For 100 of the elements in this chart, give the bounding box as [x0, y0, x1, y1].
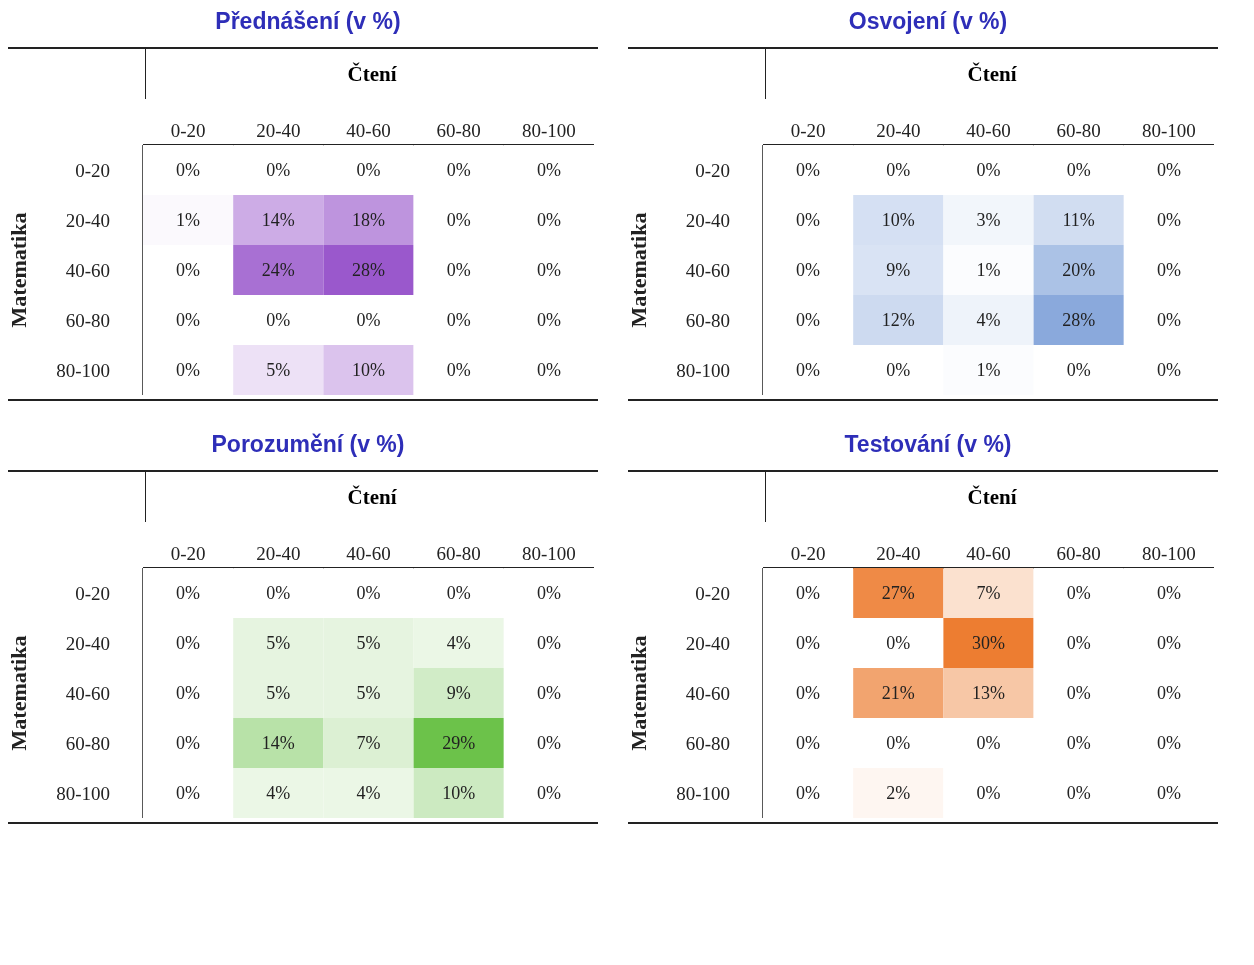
- data-label: 0%: [176, 783, 201, 803]
- data-label: 0%: [1156, 633, 1181, 653]
- data-label: 0%: [536, 633, 561, 653]
- data-label: 9%: [886, 260, 911, 280]
- x-tick-label: 40-60: [966, 543, 1011, 564]
- y-tick-label: 40-60: [685, 259, 730, 281]
- chart-title: Testování (v %): [843, 431, 1013, 458]
- data-label: 5%: [356, 683, 381, 703]
- data-label: 0%: [1066, 683, 1091, 703]
- data-label: 0%: [536, 210, 561, 230]
- data-label: 0%: [446, 210, 471, 230]
- x-tick-label: 0-20: [170, 120, 206, 141]
- y-tick-label: 60-80: [65, 309, 110, 331]
- data-label: 0%: [796, 310, 821, 330]
- data-label: 1%: [976, 360, 1001, 380]
- data-label: 0%: [176, 260, 201, 280]
- data-label: 0%: [1156, 310, 1181, 330]
- data-label: 2%: [886, 783, 911, 803]
- data-label: 0%: [446, 160, 471, 180]
- data-label: 12%: [881, 310, 915, 330]
- data-label: 0%: [1156, 583, 1181, 603]
- data-label: 0%: [1066, 733, 1091, 753]
- data-label: 0%: [1156, 160, 1181, 180]
- data-label: 14%: [261, 210, 295, 230]
- data-label: 10%: [442, 783, 476, 803]
- data-label: 0%: [176, 360, 201, 380]
- x-tick-label: 20-40: [876, 543, 921, 564]
- data-label: 0%: [266, 310, 291, 330]
- x-tick-label: 40-60: [346, 543, 391, 564]
- data-label: 0%: [796, 260, 821, 280]
- data-label: 4%: [356, 783, 381, 803]
- data-label: 0%: [536, 783, 561, 803]
- data-label: 0%: [446, 583, 471, 603]
- data-label: 29%: [442, 733, 476, 753]
- data-label: 0%: [1156, 733, 1181, 753]
- y-tick-label: 40-60: [65, 682, 110, 704]
- data-label: 13%: [972, 683, 1005, 703]
- data-label: 0%: [536, 583, 561, 603]
- data-label: 0%: [976, 733, 1001, 753]
- data-label: 28%: [1062, 310, 1096, 330]
- y-axis-title: Matematika: [5, 635, 31, 751]
- y-axis-title: Matematika: [625, 212, 651, 328]
- x-tick-label: 20-40: [876, 120, 921, 141]
- data-label: 0%: [976, 783, 1001, 803]
- data-label: 0%: [796, 733, 821, 753]
- data-label: 0%: [536, 260, 561, 280]
- chart-title: Přednášení (v %): [214, 8, 402, 35]
- data-label: 28%: [352, 260, 385, 280]
- data-label: 20%: [1062, 260, 1096, 280]
- x-tick-label: 0-20: [170, 543, 206, 564]
- data-label: 0%: [266, 583, 291, 603]
- data-label: 0%: [536, 360, 561, 380]
- data-label: 5%: [266, 633, 291, 653]
- x-axis-title: Čtení: [966, 61, 1018, 88]
- y-tick-label: 60-80: [65, 732, 110, 754]
- y-tick-label: 20-40: [685, 209, 730, 231]
- data-label: 0%: [1066, 160, 1091, 180]
- chart-title: Osvojení (v %): [847, 8, 1009, 35]
- y-tick-label: 80-100: [56, 782, 110, 804]
- data-label: 9%: [446, 683, 471, 703]
- data-label: 0%: [356, 160, 381, 180]
- data-label: 0%: [176, 633, 201, 653]
- data-label: 0%: [886, 633, 911, 653]
- data-label: 0%: [796, 783, 821, 803]
- x-tick-label: 40-60: [966, 120, 1011, 141]
- data-label: 3%: [976, 210, 1001, 230]
- data-label: 0%: [536, 733, 561, 753]
- data-label: 18%: [352, 210, 385, 230]
- data-label: 0%: [176, 583, 201, 603]
- data-label: 1%: [176, 210, 201, 230]
- data-label: 0%: [176, 733, 201, 753]
- y-tick-label: 20-40: [65, 632, 110, 654]
- data-label: 0%: [796, 210, 821, 230]
- data-label: 0%: [446, 260, 471, 280]
- x-tick-label: 60-80: [1056, 543, 1101, 564]
- data-label: 0%: [356, 583, 381, 603]
- data-label: 30%: [972, 633, 1005, 653]
- x-axis-title: Čtení: [346, 484, 398, 511]
- data-label: 0%: [176, 310, 201, 330]
- data-label: 4%: [976, 310, 1001, 330]
- data-label: 27%: [881, 583, 915, 603]
- y-axis-title: Matematika: [625, 635, 651, 751]
- x-axis-title: Čtení: [346, 61, 398, 88]
- x-tick-label: 20-40: [256, 120, 301, 141]
- x-tick-label: 0-20: [790, 543, 826, 564]
- y-tick-label: 80-100: [676, 782, 730, 804]
- x-tick-label: 60-80: [436, 120, 481, 141]
- x-tick-label: 80-100: [1141, 120, 1196, 141]
- data-label: 0%: [1156, 683, 1181, 703]
- data-label: 4%: [446, 633, 471, 653]
- data-label: 0%: [886, 733, 911, 753]
- data-label: 0%: [536, 160, 561, 180]
- x-tick-label: 20-40: [256, 543, 301, 564]
- data-label: 5%: [266, 683, 291, 703]
- data-label: 0%: [796, 360, 821, 380]
- y-axis-title: Matematika: [5, 212, 31, 328]
- data-label: 1%: [976, 260, 1001, 280]
- x-tick-label: 60-80: [436, 543, 481, 564]
- data-label: 0%: [796, 683, 821, 703]
- y-tick-label: 0-20: [75, 159, 110, 181]
